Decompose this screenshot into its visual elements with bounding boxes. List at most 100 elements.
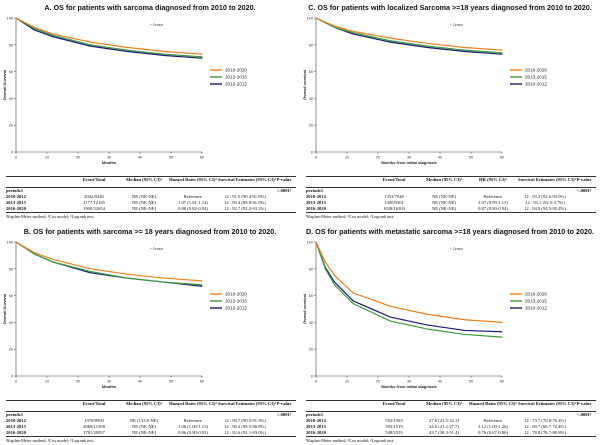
y-tick-label: 40 [309,97,313,101]
table-header-cell: Event/Total [382,401,406,406]
data-point [334,281,336,283]
table-cell-event-total: 2177/12165 [83,200,105,205]
data-point [464,46,466,48]
data-point [52,33,54,35]
table-cell-event-total: 593/1519 [385,424,403,429]
data-point [352,303,354,305]
table-cell-event-total: 1781/20957 [83,430,105,435]
table-header-cell: P-value [576,401,592,406]
y-axis-label: Overall Survival [2,294,7,324]
km-chart: 0 20 40 60 80 100 0 10 20 30 40 50 60 Months from ini… [302,17,547,166]
censor-label: + Censor [150,23,164,27]
table-row-label: 2013-2015 [306,200,326,205]
table-header-cell: P-value [576,177,592,182]
y-tick-label: 60 [309,294,313,298]
chart-title: D. OS for patients with metastatic sarco… [305,227,594,236]
legend-label: 2016-2020 [525,292,547,297]
table-cell-event-total: 1353/7046 [384,194,404,199]
x-tick-label: 30 [407,380,411,384]
km-chart: 0 20 40 60 80 100 0 10 20 30 40 50 60 Months Overall S… [2,241,247,390]
data-point [427,324,429,326]
x-tick-label: 0 [315,156,317,160]
table-header-cell: Median (95% CI)¹ [125,401,163,406]
table-cell-hr: Reference [483,194,503,199]
x-tick-label: 30 [107,156,111,160]
data-point [164,53,166,55]
series-line-2013-2015 [315,241,503,338]
table-group-label: periods3 [306,188,323,193]
table-row: 2016-2020 548/2555 43.7 (38.3-51.4) 0.76 (0… [306,430,596,437]
y-tick-label: 0 [311,151,313,155]
table-footnote: ¹Kaplan-Meier method; ²Cox model; ³Logra… [306,438,395,443]
table-header-cell: Median (95% CI)¹ [425,401,463,406]
data-point [501,52,503,54]
series-line-2010-2012 [15,241,203,287]
y-tick-label: 40 [309,321,313,325]
y-tick-label: 20 [9,348,13,352]
x-axis-label: Months from initial diagnosis [381,160,437,165]
table-cell-hr: 0.87 (0.80-0.94) [478,206,508,211]
data-point [427,313,429,315]
table-header-cell: Median (95% CI)¹ [125,177,163,182]
legend-label: 2010-2012 [525,306,547,311]
table-row: 2013-2015 2177/12165 NE (NE-NE) 1.07 (1.01-… [6,200,296,206]
y-tick-label: 20 [309,348,313,352]
x-tick-label: 30 [407,156,411,160]
table-cell-median: NE (NE-NE) [431,194,457,199]
y-tick-label: 80 [309,267,313,271]
y-tick-label: 80 [9,43,13,47]
table-row: 2016-2020 1028/16303 NE (NE-NE) 0.87 (0.80-… [306,206,596,213]
data-point [52,258,54,260]
data-point [164,281,166,283]
panel-b: B. OS for patients with sarcoma >= 18 ye… [2,224,298,444]
table-row: 2016-2020 1781/20957 NE (NE-NE) 0.86 (0.80-… [6,430,296,437]
data-point [352,30,354,32]
y-tick-label: 80 [309,43,313,47]
legend-label: 2016-2020 [225,292,247,297]
y-tick-label: 100 [307,17,313,21]
y-tick-label: 0 [311,375,313,379]
table-row-label: 2010-2012 [306,418,326,423]
x-axis-label: Months [102,160,117,165]
table-cell-survival: 12 : 93.2 (92.6-93.9%) [524,194,566,199]
x-tick-label: 20 [76,156,80,160]
table-cell-survival: 12 : 92.7 (92.2-93.2%) [224,206,266,211]
table-cell-hr: Reference [183,194,203,199]
table-row: 2010-2012 1978/8900 NE (133.6-NE) Reference… [6,418,296,424]
x-tick-label: 20 [376,380,380,384]
table-header-cell: Median (95% CI)¹ [425,177,463,182]
x-tick-label: 60 [500,380,504,384]
table-footnote: ¹Kaplan-Meier method; ²Cox model; ³Logra… [6,438,95,443]
table-cell-hr: Reference [183,418,203,423]
panel-a: A. OS for patients with sarcoma diagnose… [2,0,298,220]
table-row: 2010-2012 552/1363 27.8 (23.5-32.3) Referen… [306,418,596,424]
x-tick-label: 60 [200,380,204,384]
table-cell-event-total: 1900/22654 [83,206,105,211]
table-footnote: ¹Kaplan-Meier method; ²Cox model; ³Logra… [306,214,395,219]
censor-label: + Censor [150,247,164,251]
table-row: 2010-2012 2042/9240 NE (NE-NE) Reference 12 … [6,194,296,200]
x-tick-label: 60 [500,156,504,160]
chart-title: C. OS for patients with localized Sarcom… [308,3,592,12]
series-line-2010-2012 [315,241,503,333]
table-cell-median: 27.8 (23.5-32.3) [429,418,459,423]
table-header-cell: Event/Total [82,177,106,182]
table-header-cell: Survival Estimates (95% CI)¹ [518,177,576,182]
table-cell-event-total: 548/2555 [385,430,403,435]
data-point [389,41,391,43]
series-line-2010-2012 [315,17,503,55]
results-table: Event/Total Median (95% CI)¹ Hazard Ratio … [6,176,296,219]
table-header-row: Event/Total Median (95% CI)¹ HR (95% CI)² S… [306,176,596,188]
table-row: 2016-2020 1900/22654 NE (NE-NE) 0.88 (0.82-… [6,206,296,213]
x-tick-label: 20 [376,156,380,160]
data-point [352,32,354,34]
y-axis-label: Overall survival [302,70,307,100]
chart-title: B. OS for patients with sarcoma >= 18 ye… [23,227,277,236]
table-group-row: periods3 <.0001³ [6,188,296,194]
x-tick-label: 0 [15,380,17,384]
legend-label: 2010-2012 [225,306,247,311]
y-tick-label: 20 [309,124,313,128]
table-footnote: ¹Kaplan-Meier method; ²Cox model; ³Logra… [6,214,95,219]
data-point [352,292,354,294]
table-pvalue: <.0001³ [276,412,292,417]
